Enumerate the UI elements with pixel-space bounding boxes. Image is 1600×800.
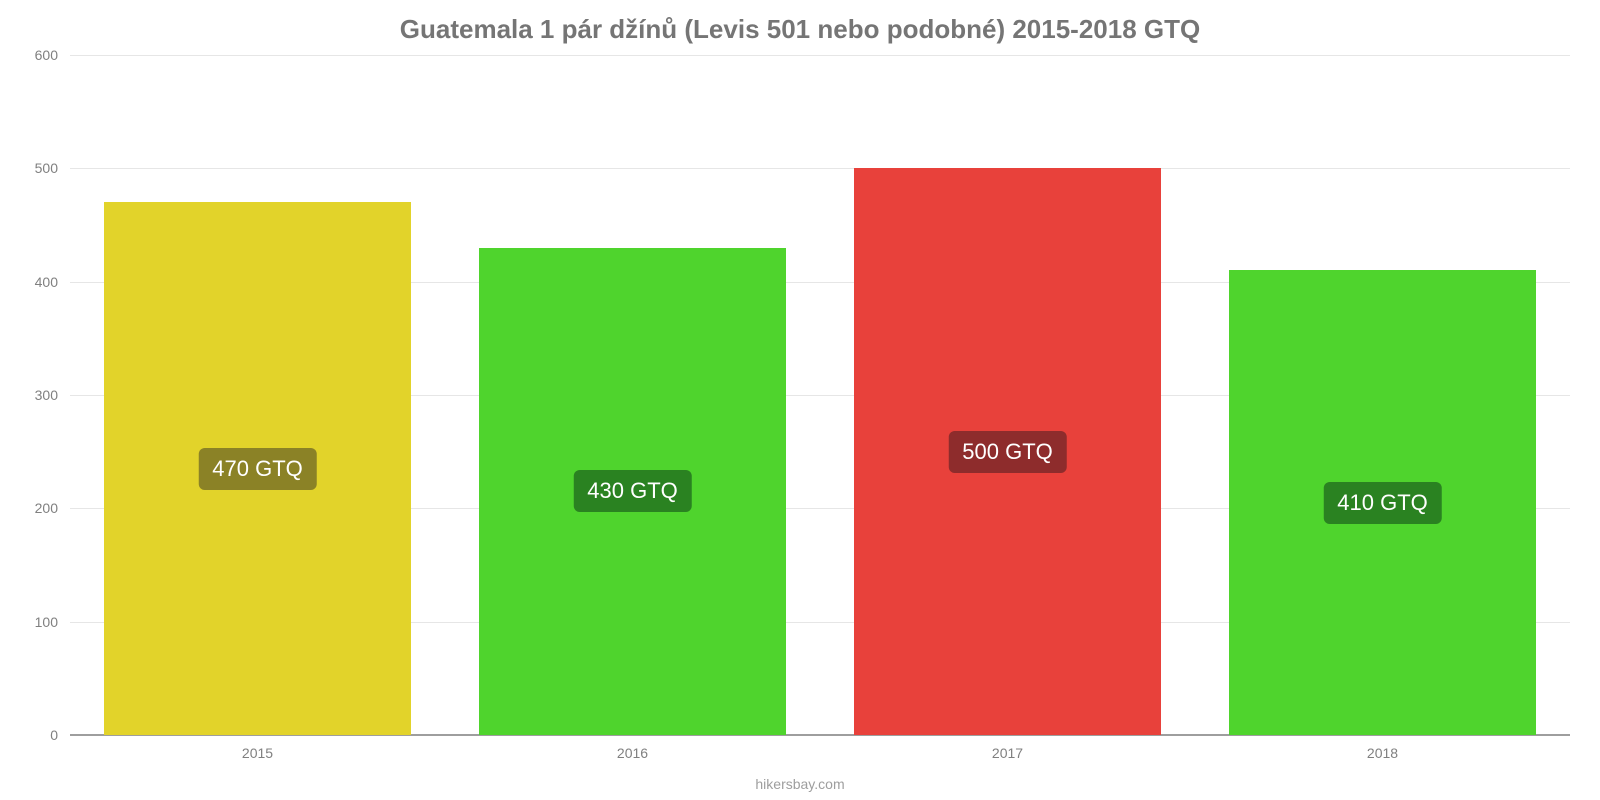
bar-value-label: 470 GTQ xyxy=(198,448,316,490)
y-tick-label: 0 xyxy=(0,727,58,743)
chart-container: Guatemala 1 pár džínů (Levis 501 nebo po… xyxy=(0,0,1600,800)
y-tick-label: 200 xyxy=(0,500,58,516)
plot-area: 0100200300400500600470 GTQ2015430 GTQ201… xyxy=(70,55,1570,735)
chart-title: Guatemala 1 pár džínů (Levis 501 nebo po… xyxy=(0,14,1600,45)
bar: 430 GTQ xyxy=(479,248,787,735)
bar: 410 GTQ xyxy=(1229,270,1537,735)
bar-value-label: 500 GTQ xyxy=(948,431,1066,473)
y-tick-label: 400 xyxy=(0,274,58,290)
bar: 500 GTQ xyxy=(854,168,1162,735)
bar-value-label: 430 GTQ xyxy=(573,470,691,512)
chart-footer: hikersbay.com xyxy=(0,776,1600,792)
gridline xyxy=(70,168,1570,169)
bar: 470 GTQ xyxy=(104,202,412,735)
y-tick-label: 500 xyxy=(0,160,58,176)
y-tick-label: 100 xyxy=(0,614,58,630)
bar-value-label: 410 GTQ xyxy=(1323,482,1441,524)
y-tick-label: 600 xyxy=(0,47,58,63)
x-tick-label: 2015 xyxy=(242,745,273,761)
gridline xyxy=(70,55,1570,56)
x-tick-label: 2018 xyxy=(1367,745,1398,761)
y-tick-label: 300 xyxy=(0,387,58,403)
x-tick-label: 2017 xyxy=(992,745,1023,761)
x-tick-label: 2016 xyxy=(617,745,648,761)
